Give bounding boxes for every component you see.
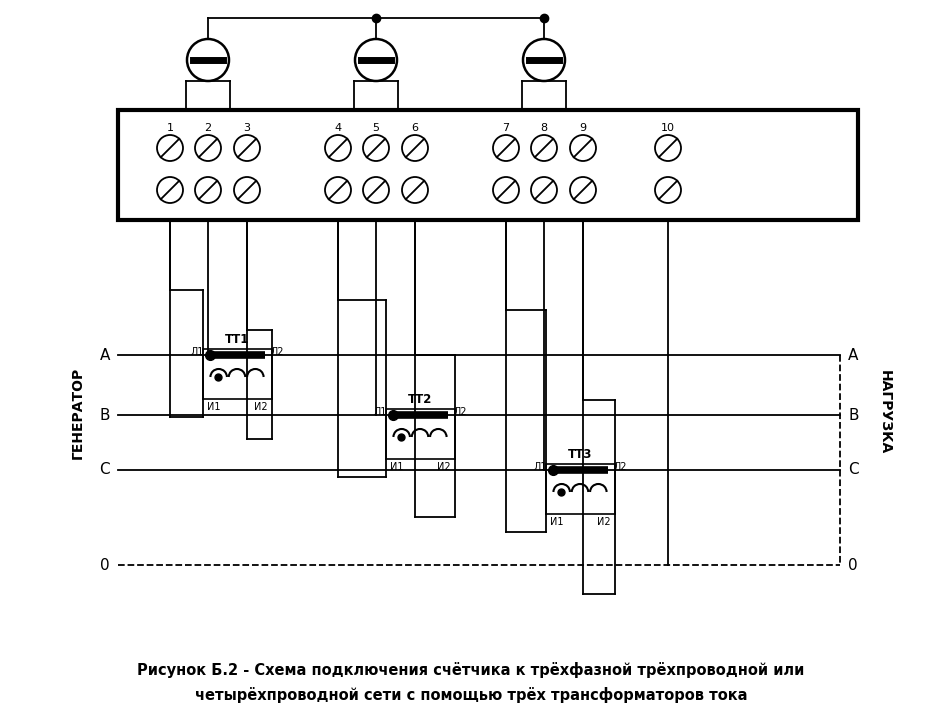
Text: A: A — [100, 347, 110, 363]
Text: И1: И1 — [206, 402, 220, 412]
Bar — [118, 110, 858, 220]
Text: 2: 2 — [204, 123, 212, 133]
Text: НАГРУЗКА: НАГРУЗКА — [878, 371, 892, 454]
Text: Л2: Л2 — [453, 407, 467, 417]
Bar — [545, 464, 614, 514]
Text: C: C — [99, 462, 110, 478]
Text: 7: 7 — [502, 123, 510, 133]
Text: ТТ2: ТТ2 — [408, 393, 432, 406]
Text: Л1: Л1 — [373, 407, 386, 417]
Text: 10: 10 — [661, 123, 675, 133]
Text: 3: 3 — [243, 123, 251, 133]
Text: B: B — [848, 408, 858, 422]
Text: И2: И2 — [437, 462, 450, 472]
Bar — [203, 349, 271, 399]
Text: ТТ1: ТТ1 — [225, 333, 250, 346]
Text: ГЕНЕРАТОР: ГЕНЕРАТОР — [71, 366, 85, 459]
Text: 0: 0 — [101, 558, 110, 572]
Text: 4: 4 — [334, 123, 342, 133]
Text: A: A — [848, 347, 858, 363]
Text: Рисунок Б.2 - Схема подключения счётчика к трёхфазной трёхпроводной или: Рисунок Б.2 - Схема подключения счётчика… — [138, 662, 804, 678]
Text: 1: 1 — [167, 123, 173, 133]
Text: Л2: Л2 — [613, 462, 627, 472]
Text: Л1: Л1 — [533, 462, 546, 472]
Text: Л2: Л2 — [270, 347, 284, 357]
Text: И2: И2 — [253, 402, 268, 412]
Text: И1: И1 — [390, 462, 403, 472]
Text: 9: 9 — [579, 123, 587, 133]
Bar — [385, 409, 454, 459]
Text: И2: И2 — [596, 517, 610, 527]
Text: ТТ3: ТТ3 — [568, 448, 593, 461]
Text: C: C — [848, 462, 858, 478]
Text: 5: 5 — [372, 123, 380, 133]
Text: И1: И1 — [550, 517, 563, 527]
Text: 6: 6 — [412, 123, 418, 133]
Text: Л1: Л1 — [190, 347, 203, 357]
Text: 0: 0 — [848, 558, 857, 572]
Text: B: B — [100, 408, 110, 422]
Text: 8: 8 — [541, 123, 547, 133]
Text: четырёхпроводной сети с помощью трёх трансформаторов тока: четырёхпроводной сети с помощью трёх тра… — [195, 687, 747, 703]
